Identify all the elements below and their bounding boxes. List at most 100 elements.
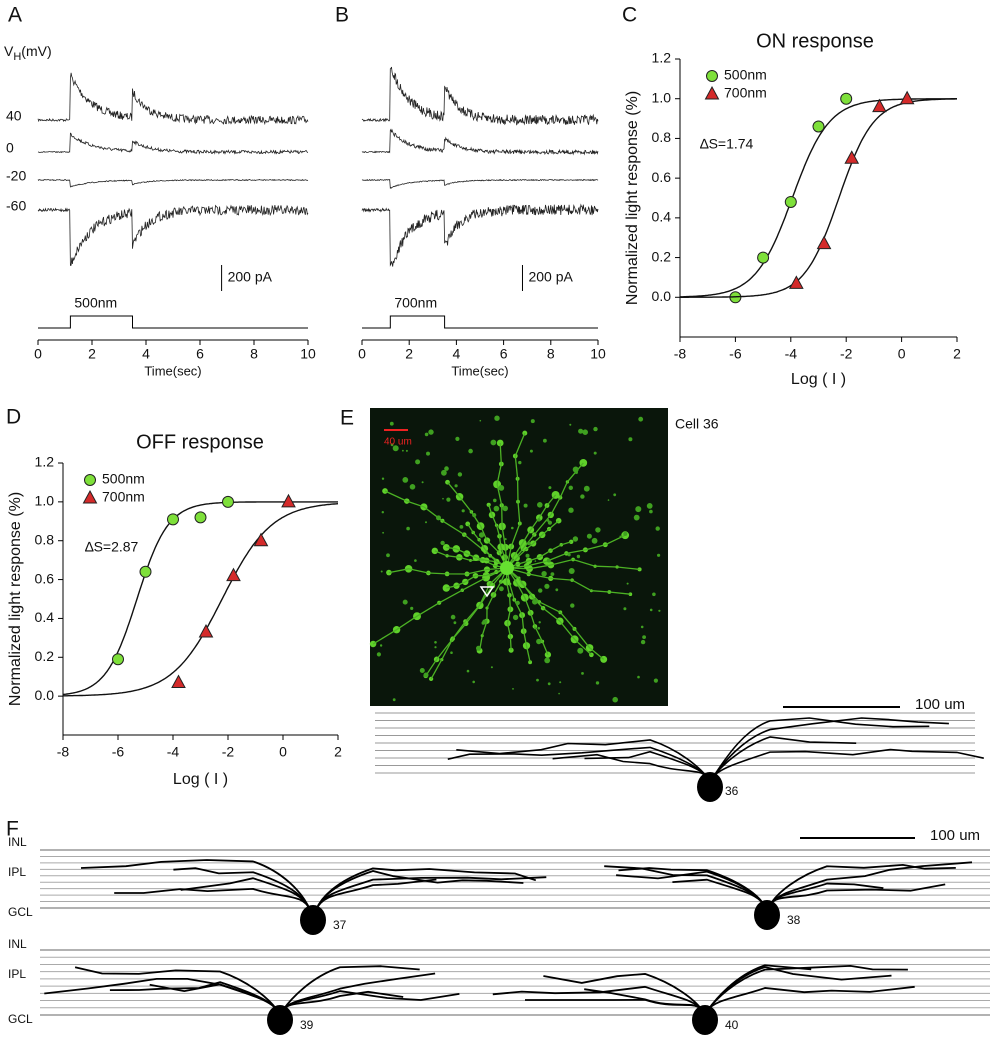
varicosity [544,657,551,664]
dendrite [769,882,884,906]
varicosity [376,652,381,657]
varicosity [569,423,572,426]
dendrite [506,462,584,569]
varicosity [502,505,509,512]
x-tick-label: -8 [674,346,687,362]
dendrite [430,567,508,680]
y-tick-label: 0.6 [652,169,672,185]
varicosity [428,429,434,435]
annotation: ∆S=1.74 [700,136,754,152]
holding-subscript: H [13,51,21,63]
varicosity [419,668,425,673]
y-tick-label: 0.8 [35,531,55,547]
varicosity [479,419,482,422]
varicosity [440,540,445,546]
varicosity [591,537,598,544]
data-point [816,235,832,250]
x-tick-label: -8 [57,744,70,760]
stimulus-label: 700nm [394,295,437,311]
legend-label: 500nm [724,67,767,83]
chart-title: OFF response [136,431,264,453]
dendrite [74,966,278,1011]
varicosity [582,429,588,436]
dendrite [707,966,892,1011]
varicosity [580,494,585,499]
varicosity [409,484,416,490]
varicosity [515,600,520,606]
varicosity [626,582,629,585]
varicosity [461,509,465,513]
x-tick-label: 10 [590,346,606,362]
varicosity [637,675,640,679]
varicosity [538,588,543,593]
y-axis-label: Normalized light response (%) [7,492,24,706]
layer-label: INL [8,835,27,849]
varicosity [649,608,653,612]
varicosity [595,527,601,533]
dendrite [506,534,626,569]
panel-label: E [340,407,354,430]
cell-label: Cell 36 [675,416,719,432]
current-trace [361,203,599,267]
data-point [253,532,269,547]
varicosity [568,568,575,574]
dendrite [496,442,508,569]
varicosity [593,451,597,455]
holding-potential: 40 [6,108,22,124]
varicosity [653,678,659,683]
legend-label: 500nm [102,471,145,487]
varicosity [657,553,661,557]
varicosity [623,607,627,611]
varicosity [369,640,377,648]
dendrite [506,520,560,569]
varicosity [472,513,477,518]
soma-label: 39 [300,1018,314,1032]
data-point [872,98,887,113]
dendrite [707,964,908,1011]
varicosity [530,419,535,424]
marker-arrow [479,586,495,598]
varicosity [390,443,394,447]
dendrite [506,567,631,595]
scale-label: 100 um [915,696,965,713]
dendrite [446,481,508,569]
varicosity [381,511,384,514]
holding-potential: 0 [6,140,14,156]
varicosity [518,460,522,465]
varicosity [574,470,579,474]
image-scale-label: 40 um [384,437,412,448]
varicosity [536,638,542,645]
soma [300,905,326,935]
legend-label: 700nm [102,489,145,505]
y-tick-label: 0.4 [652,209,672,225]
holding-potential: -60 [6,198,26,214]
data-point [198,623,214,638]
y-tick-label: 0.0 [35,687,55,703]
varicosity [558,692,560,695]
current-trace [37,178,309,188]
varicosity [441,469,447,476]
varicosity [455,436,460,441]
dendrite [506,432,526,569]
x-axis-label: Time(sec) [144,363,201,378]
varicosity [380,570,383,573]
panel-label: C [622,4,637,27]
varicosity [548,486,552,490]
current-trace [37,72,309,126]
scale-bar-label: 200 pA [528,269,573,285]
dendrite [114,887,311,911]
varicosity [570,603,575,608]
varicosity [550,572,555,576]
fit-curve [63,503,339,697]
layer-label: GCL [8,1012,33,1026]
y-tick-label: 0.4 [35,609,55,625]
varicosity [504,538,507,541]
x-tick-label: -6 [729,346,742,362]
x-tick-label: -4 [785,346,798,362]
dendrite [447,746,708,778]
fit-curve [62,501,338,696]
varicosity [586,533,592,539]
layer-label: GCL [8,905,33,919]
varicosity [522,430,528,436]
soma [697,772,723,802]
